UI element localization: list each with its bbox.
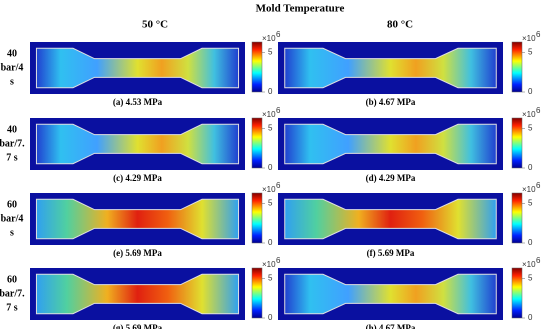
panel-caption: (h) 4.67 MPa [366,323,416,329]
colorbar-tick-label: 0 [528,313,533,322]
heatmap-specimen [284,123,497,165]
colorbar-tick-label: 5 [268,198,273,207]
colorbar-exponent: 6 [536,106,541,115]
colorbar-multiplier: ×10 [522,185,536,194]
colorbar-exponent: 6 [536,256,541,265]
colorbar-multiplier: ×10 [262,34,276,43]
colorbar-tick-label: 0 [268,313,273,322]
colorbar-tick-label: 0 [268,163,273,172]
row-label: s [10,76,14,87]
colorbar-exponent: 6 [536,181,541,190]
colorbar [511,192,523,244]
row-label: bar/7. [0,138,25,149]
row-label: 60 [7,199,17,210]
heatmap-specimen [35,123,240,165]
colorbar-multiplier: ×10 [522,110,536,119]
colorbar-exponent: 6 [276,181,281,190]
column-header: 50 °C [142,19,168,31]
colorbar [251,192,263,244]
row-label: 40 [7,124,17,135]
colorbar-tick-label: 5 [528,273,533,282]
panel-caption: (g) 5.69 MPa [113,323,163,329]
row-label: bar/4 [1,62,24,73]
colorbar-tick-label: 5 [528,198,533,207]
row-label: s [10,227,14,238]
colorbar-exponent: 6 [276,30,281,39]
colorbar [251,267,263,319]
colorbar-multiplier: ×10 [262,110,276,119]
colorbar [251,41,263,93]
colorbar-tick-label: 5 [268,123,273,132]
heatmap-specimen [35,198,240,240]
colorbar-tick-label: 5 [528,47,533,56]
colorbar [251,117,263,169]
colorbar-tick-label: 5 [528,123,533,132]
colorbar-tick-label: 0 [268,87,273,96]
heatmap-specimen [35,47,240,89]
heatmap-specimen [35,273,240,315]
colorbar-tick-label: 0 [268,238,273,247]
colorbar-tick-label: 0 [528,87,533,96]
column-header: 80 °C [387,19,413,31]
heatmap-specimen [284,47,497,89]
panel-caption: (f) 5.69 MPa [367,248,415,258]
colorbar-multiplier: ×10 [262,185,276,194]
row-label: 60 [7,274,17,285]
colorbar-exponent: 6 [536,30,541,39]
row-label: bar/4 [1,213,24,224]
panel-caption: (a) 4.53 MPa [113,97,163,107]
panel-caption: (b) 4.67 MPa [366,97,416,107]
figure-title: Mold Temperature [256,3,345,15]
colorbar-multiplier: ×10 [522,260,536,269]
colorbar-exponent: 6 [276,256,281,265]
colorbar-tick-label: 5 [268,273,273,282]
colorbar [511,41,523,93]
panel-caption: (c) 4.29 MPa [113,173,162,183]
heatmap-specimen [284,198,497,240]
colorbar-exponent: 6 [276,106,281,115]
colorbar-tick-label: 0 [528,163,533,172]
heatmap-specimen [284,273,497,315]
panel-caption: (e) 5.69 MPa [113,248,162,258]
row-label: bar/7. [0,288,25,299]
row-label: 7 s [6,152,18,163]
colorbar-multiplier: ×10 [262,260,276,269]
colorbar [511,117,523,169]
colorbar [511,267,523,319]
row-label: 7 s [6,302,18,313]
colorbar-tick-label: 0 [528,238,533,247]
panel-caption: (d) 4.29 MPa [366,173,416,183]
colorbar-multiplier: ×10 [522,34,536,43]
colorbar-tick-label: 5 [268,47,273,56]
row-label: 40 [7,48,17,59]
